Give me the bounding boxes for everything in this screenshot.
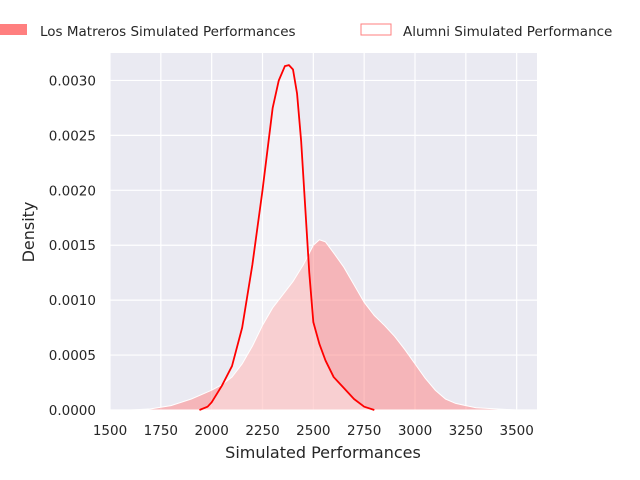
y-tick-label: 0.0025 xyxy=(49,128,96,144)
x-axis-label: Simulated Performances xyxy=(225,443,421,462)
x-tick-label: 3250 xyxy=(449,423,483,439)
y-tick-label: 0.0000 xyxy=(49,403,96,419)
y-axis-ticks: 0.0000 0.0005 0.0010 0.0015 0.0020 0.0025 0.00… xyxy=(49,73,96,419)
y-axis-label: Density xyxy=(19,202,38,263)
y-tick-label: 0.0030 xyxy=(49,73,96,89)
series-layer xyxy=(130,64,537,411)
legend-swatch-alumni xyxy=(360,23,392,36)
y-tick-label: 0.0015 xyxy=(49,238,96,254)
legend-label-alumni: Alumni Simulated Performance xyxy=(403,24,612,40)
x-tick-label: 2750 xyxy=(347,423,381,439)
y-tick-label: 0.0020 xyxy=(49,183,96,199)
alumni-density-line xyxy=(199,64,375,411)
x-tick-label: 1500 xyxy=(93,423,127,439)
legend-label-los-matreros: Los Matreros Simulated Performances xyxy=(40,24,296,40)
y-tick-label: 0.0010 xyxy=(49,293,96,309)
x-tick-label: 1750 xyxy=(144,423,178,439)
x-tick-label: 3500 xyxy=(499,423,533,439)
legend-swatch-los-matreros xyxy=(0,24,27,35)
x-axis-ticks: 1500 1750 2000 2250 2500 2750 3000 3250 3500 xyxy=(93,423,534,439)
x-tick-label: 2500 xyxy=(296,423,330,439)
legend: Los Matreros Simulated Performances Alum… xyxy=(0,23,612,40)
x-tick-label: 2000 xyxy=(194,423,228,439)
y-tick-label: 0.0005 xyxy=(49,348,96,364)
x-tick-label: 2250 xyxy=(245,423,279,439)
x-tick-label: 3000 xyxy=(398,423,432,439)
